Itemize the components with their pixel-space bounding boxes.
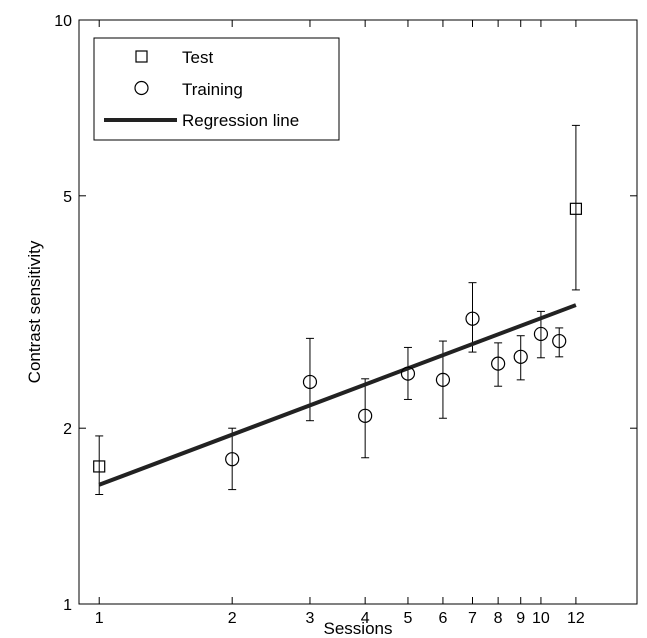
training-point xyxy=(225,452,240,467)
training-point xyxy=(465,311,480,326)
legend-label-test: Test xyxy=(182,48,213,67)
test-point xyxy=(93,460,106,473)
x-axis-label: Sessions xyxy=(324,619,393,638)
x-tick-label: 3 xyxy=(306,610,315,627)
x-tick-label: 9 xyxy=(516,610,525,627)
y-tick-label: 5 xyxy=(63,189,72,206)
x-tick-label: 1 xyxy=(95,610,104,627)
legend: Test Training Regression line xyxy=(93,37,340,141)
legend-square-icon xyxy=(135,50,148,63)
test-point xyxy=(569,202,583,215)
training-point xyxy=(358,408,373,423)
x-tick-label: 6 xyxy=(438,610,447,627)
x-tick-label: 8 xyxy=(494,610,503,627)
training-point xyxy=(513,349,528,364)
y-tick-label: 1 xyxy=(63,597,72,614)
plot-area-frame xyxy=(78,19,638,605)
x-tick-label: 5 xyxy=(404,610,413,627)
x-tick-label: 4 xyxy=(361,610,370,627)
legend-label-regression: Regression line xyxy=(182,111,299,130)
error-bars xyxy=(95,124,580,495)
training-point xyxy=(552,333,567,349)
training-point xyxy=(400,366,416,381)
legend-label-training: Training xyxy=(182,80,243,99)
y-tick-label: 10 xyxy=(54,13,72,30)
legend-circle-icon xyxy=(134,80,149,96)
training-point xyxy=(533,326,549,342)
y-tick-label: 2 xyxy=(63,421,72,438)
regression-line xyxy=(98,303,577,487)
y-axis-label: Contrast sensitivity xyxy=(25,240,44,383)
training-point xyxy=(435,372,451,387)
training-point xyxy=(491,356,506,371)
regression-line-group xyxy=(98,303,577,487)
x-tick-label: 7 xyxy=(468,610,477,627)
x-tick-label: 2 xyxy=(228,610,237,627)
x-tick-label: 12 xyxy=(567,610,585,627)
training-point xyxy=(302,374,318,390)
data-markers xyxy=(93,202,583,473)
x-tick-label: 10 xyxy=(532,610,550,627)
